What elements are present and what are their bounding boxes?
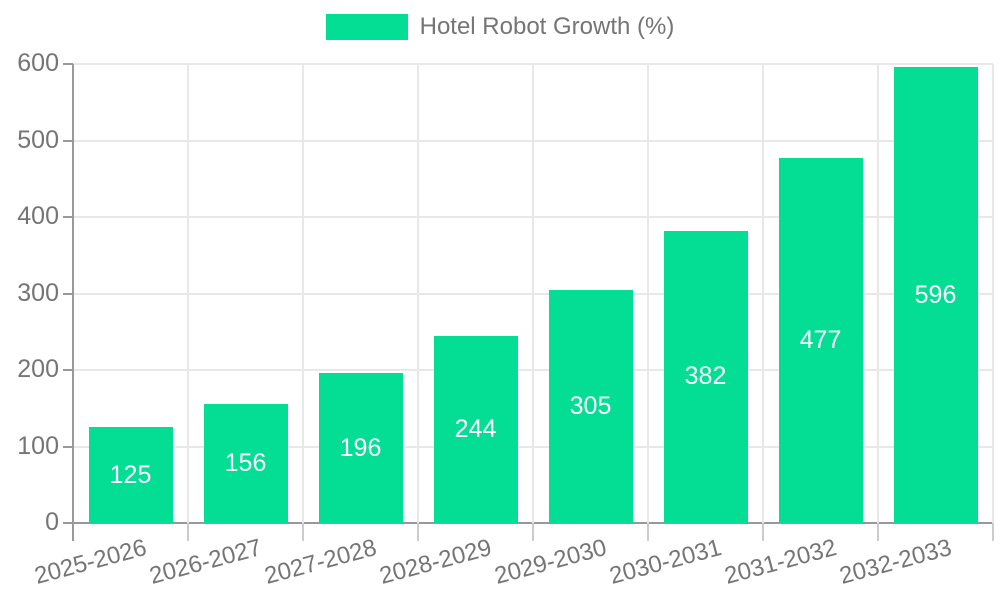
bar-2026-2027[interactable]: [203, 403, 288, 523]
x-axis-tick-0: [72, 523, 74, 541]
x-axis-tick-8: [992, 523, 994, 541]
x-axis-tick-7: [877, 523, 879, 541]
gridline-x-boundary-6: [762, 64, 764, 523]
gridline-x-boundary-0: [72, 64, 74, 523]
y-axis-tick-600: [63, 63, 73, 65]
x-axis-tick-4: [532, 523, 534, 541]
y-axis-tick-100: [63, 445, 73, 448]
y-axis-tick-200: [63, 369, 73, 371]
gridline-x-boundary-7: [877, 64, 879, 523]
gridline-x-boundary-5: [647, 64, 649, 523]
y-axis-label-200: 200: [17, 355, 59, 383]
gridline-x-boundary-2: [302, 64, 304, 523]
bar-value-2032-2033: 596: [914, 280, 957, 309]
bar-2027-2028[interactable]: [318, 373, 403, 523]
x-axis-label-2027-2028: 2027-2028: [261, 534, 380, 590]
x-axis-label-2029-2030: 2029-2030: [491, 534, 610, 590]
y-axis-label-300: 300: [17, 278, 59, 307]
x-axis-tick-3: [417, 523, 419, 541]
y-axis-label-500: 500: [17, 125, 59, 154]
x-axis-label-2030-2031: 2030-2031: [606, 534, 725, 590]
x-axis-tick-6: [762, 523, 764, 541]
gridline-x-boundary-4: [532, 64, 534, 523]
y-axis-tick-500: [63, 139, 73, 142]
legend-swatch: [325, 14, 408, 40]
y-axis-tick-400: [63, 216, 73, 218]
y-axis-tick-300: [63, 292, 73, 295]
x-axis-tick-2: [302, 523, 304, 541]
bar-2025-2026[interactable]: [88, 427, 173, 523]
x-axis-label-2032-2033: 2032-2033: [836, 534, 955, 590]
x-axis-tick-5: [647, 523, 649, 541]
y-axis-label-100: 100: [17, 431, 59, 460]
bar-2028-2029[interactable]: [433, 336, 518, 523]
bar-value-2028-2029: 244: [454, 415, 497, 444]
y-axis-label-0: 0: [45, 508, 59, 536]
x-axis-label-2025-2026: 2025-2026: [31, 534, 150, 590]
bar-value-2025-2026: 125: [109, 460, 152, 489]
gridline-x-boundary-1: [187, 64, 189, 523]
bar-2031-2032[interactable]: [778, 158, 863, 523]
chart-legend[interactable]: Hotel Robot Growth (%): [0, 14, 1000, 40]
x-axis-label-2026-2027: 2026-2027: [146, 534, 265, 590]
bar-2032-2033[interactable]: [893, 67, 978, 523]
bar-2029-2030[interactable]: [548, 289, 633, 523]
bar-value-2029-2030: 305: [569, 391, 612, 420]
gridline-x-boundary-3: [417, 64, 419, 523]
bar-value-2026-2027: 156: [224, 448, 267, 477]
x-axis-label-2031-2032: 2031-2032: [721, 534, 840, 590]
y-axis-label-400: 400: [17, 202, 59, 230]
bar-2030-2031[interactable]: [663, 230, 748, 523]
bar-value-2027-2028: 196: [339, 433, 382, 462]
bar-value-2031-2032: 477: [799, 326, 842, 355]
x-axis-label-2028-2029: 2028-2029: [376, 534, 495, 590]
bar-value-2030-2031: 382: [684, 362, 727, 391]
y-axis-tick-0: [63, 522, 73, 524]
y-axis-label-600: 600: [17, 49, 59, 77]
x-axis-tick-1: [187, 523, 189, 541]
gridline-x-boundary-8: [992, 64, 994, 523]
legend-label: Hotel Robot Growth (%): [419, 13, 675, 40]
